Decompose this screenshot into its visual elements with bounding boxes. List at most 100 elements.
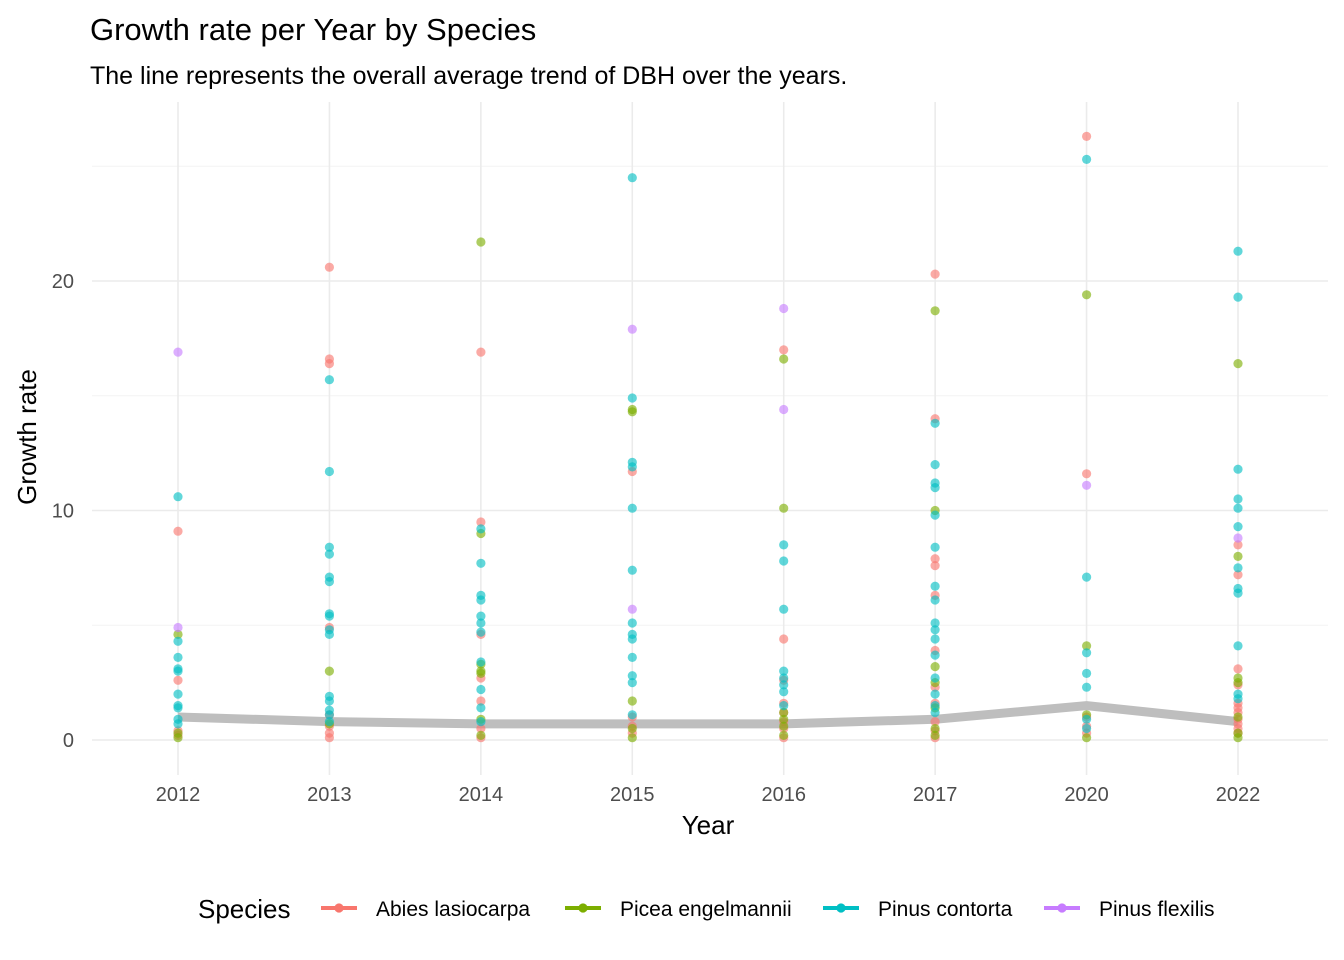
legend-label: Pinus contorta (878, 898, 1013, 921)
data-point (627, 733, 637, 743)
data-point (173, 492, 183, 502)
x-tick-label: 2015 (610, 784, 655, 806)
data-point (930, 460, 940, 470)
x-tick-label: 2017 (913, 784, 958, 806)
y-tick-label: 0 (63, 730, 74, 752)
data-point (476, 237, 486, 247)
data-point (930, 723, 940, 734)
data-point (627, 173, 637, 183)
data-point (779, 730, 789, 741)
data-point (173, 719, 183, 729)
data-point (1082, 648, 1092, 658)
data-point (779, 604, 789, 614)
data-point (173, 703, 183, 713)
data-point (930, 707, 940, 718)
data-point (930, 510, 940, 520)
average-trend-line (177, 701, 1239, 729)
data-point (1233, 522, 1243, 532)
data-point (1233, 503, 1243, 513)
data-point (930, 418, 940, 428)
data-point (627, 407, 637, 417)
data-point (930, 634, 940, 644)
data-point (1082, 290, 1092, 300)
data-point (930, 306, 940, 316)
data-point (1082, 641, 1092, 651)
chart-subtitle: The line represents the overall average … (90, 62, 847, 90)
data-point (627, 324, 637, 334)
data-point (930, 483, 940, 493)
data-point (627, 634, 637, 644)
legend-key-point (334, 903, 344, 913)
data-point (476, 611, 486, 621)
data-point (1082, 682, 1092, 692)
legend-item: Picea engelmannii (565, 898, 792, 921)
data-point (1082, 714, 1092, 724)
data-point (1233, 664, 1243, 674)
data-point (324, 262, 334, 272)
legend-title: Species (198, 894, 291, 924)
legend: Species Abies lasiocarpa Picea engelmanni… (198, 894, 1215, 924)
series-picea-engelmannii (173, 237, 1243, 743)
points-layer (173, 131, 1243, 743)
data-point (324, 666, 334, 676)
data-point (779, 503, 789, 513)
data-point (1233, 678, 1243, 688)
data-point (1082, 723, 1092, 734)
data-point (476, 668, 486, 679)
data-point (476, 524, 486, 534)
data-point (476, 595, 486, 605)
series-pinus-flexilis (173, 303, 1243, 633)
data-point (779, 666, 789, 676)
data-point (779, 404, 789, 415)
data-point (173, 689, 183, 699)
data-point (627, 393, 637, 403)
data-point (1233, 464, 1243, 474)
data-point (627, 678, 637, 688)
data-point (476, 618, 486, 628)
data-point (1233, 588, 1243, 598)
legend-item: Pinus contorta (823, 898, 1013, 921)
grid-layer (92, 102, 1328, 775)
data-point (173, 675, 183, 685)
data-point (627, 618, 637, 628)
data-point (324, 733, 334, 743)
series-pinus-contorta (173, 154, 1243, 734)
data-point (779, 303, 789, 314)
data-point (324, 549, 334, 559)
data-point (779, 354, 789, 364)
data-point (1082, 154, 1092, 164)
y-tick-label: 10 (52, 501, 74, 523)
data-point (1082, 469, 1092, 479)
legend-key-point (578, 903, 588, 913)
data-point (476, 627, 486, 637)
x-tick-label: 2020 (1064, 784, 1109, 806)
data-point (930, 542, 940, 552)
data-point (173, 347, 183, 357)
x-axis-title: Year (682, 810, 735, 840)
data-point (779, 556, 789, 566)
data-point (324, 696, 334, 706)
legend-label: Abies lasiocarpa (376, 898, 530, 921)
data-point (627, 604, 637, 614)
data-point (779, 714, 789, 724)
data-point (1233, 641, 1243, 651)
data-point (173, 636, 183, 646)
legend-item: Abies lasiocarpa (321, 898, 530, 921)
data-point (173, 622, 183, 633)
x-tick-label: 2013 (307, 784, 352, 806)
data-point (930, 625, 940, 635)
data-point (779, 540, 789, 550)
data-point (1233, 359, 1243, 369)
data-point (1233, 563, 1243, 573)
data-point (930, 673, 940, 683)
data-point (930, 618, 940, 628)
data-point (476, 696, 486, 706)
data-point (173, 526, 183, 536)
data-point (1233, 494, 1243, 504)
x-tick-label: 2022 (1216, 784, 1261, 806)
data-point (324, 629, 334, 640)
data-point (779, 345, 789, 355)
data-point (1082, 131, 1092, 141)
data-point (627, 710, 637, 720)
